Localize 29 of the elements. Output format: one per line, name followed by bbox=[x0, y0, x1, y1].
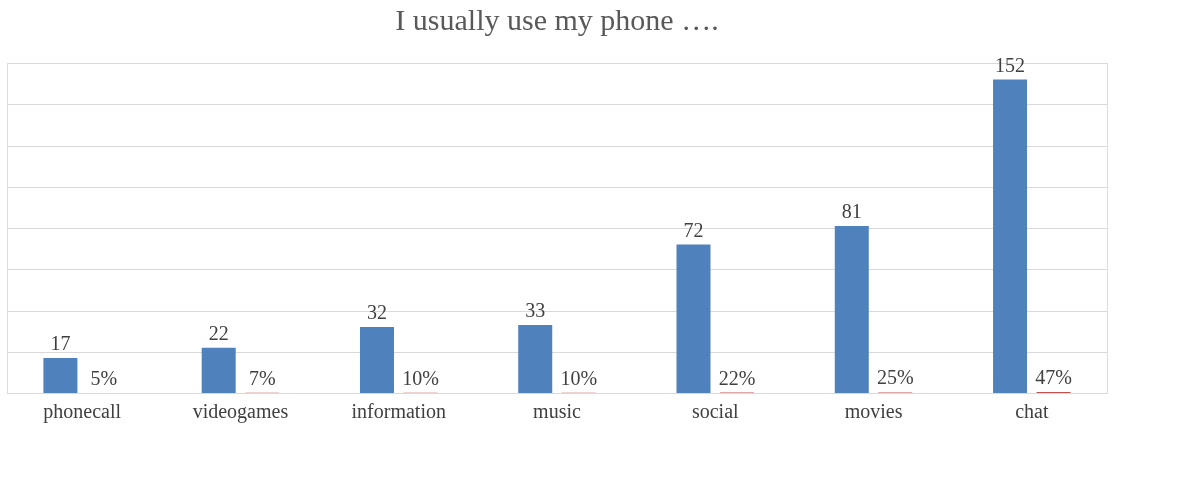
bar bbox=[834, 225, 869, 393]
data-label: 7% bbox=[248, 366, 276, 389]
x-tick-label: social bbox=[691, 399, 740, 422]
x-tick-label: phonecall bbox=[43, 399, 122, 423]
data-label: 5% bbox=[90, 366, 118, 389]
x-tick-label: music bbox=[533, 399, 582, 422]
data-label: 22% bbox=[718, 366, 756, 389]
bar bbox=[43, 357, 78, 393]
chart-title: I usually use my phone …. bbox=[395, 2, 719, 36]
bar bbox=[518, 324, 553, 393]
data-label: 10% bbox=[560, 366, 598, 389]
data-label: 10% bbox=[402, 366, 439, 389]
bar bbox=[359, 327, 394, 393]
data-label: 17 bbox=[50, 331, 71, 354]
x-tick-label: chat bbox=[1015, 399, 1049, 422]
bar bbox=[676, 244, 711, 393]
data-label: 152 bbox=[995, 53, 1026, 76]
data-label: 22 bbox=[208, 321, 229, 344]
data-label: 32 bbox=[366, 301, 387, 323]
data-label: 33 bbox=[525, 298, 546, 321]
bar bbox=[201, 347, 236, 393]
data-label: 81 bbox=[841, 199, 862, 222]
x-tick-label: videogames bbox=[192, 399, 289, 423]
x-tick-label: information bbox=[351, 399, 446, 422]
data-label: 25% bbox=[876, 366, 914, 389]
data-label: 72 bbox=[683, 218, 704, 241]
data-label: 47% bbox=[1035, 366, 1072, 389]
x-tick-label: movies bbox=[844, 399, 903, 422]
bar bbox=[993, 79, 1028, 393]
